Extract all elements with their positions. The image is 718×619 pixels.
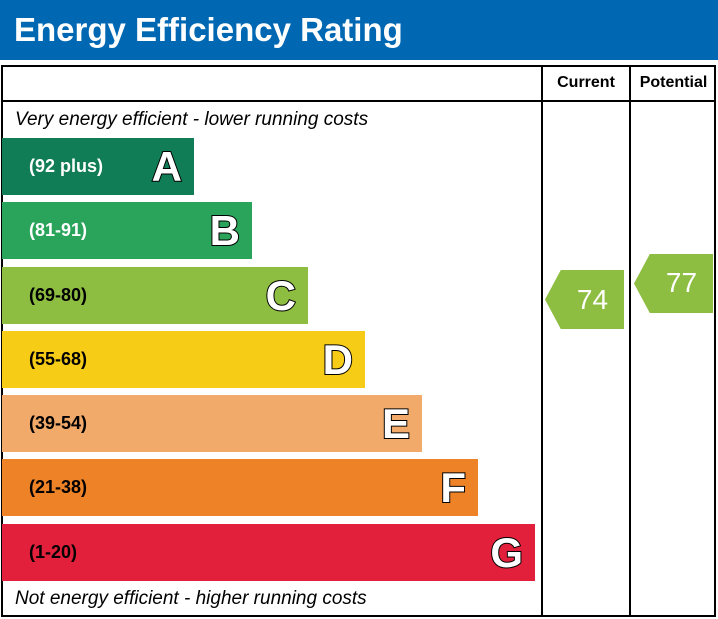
band-range: (69-80) bbox=[29, 285, 88, 305]
potential-rating-arrow: 77 bbox=[634, 254, 713, 313]
band-range: (39-54) bbox=[29, 413, 88, 433]
band-range: (21-38) bbox=[29, 477, 88, 497]
band-bar-g: (1-20) G bbox=[2, 524, 535, 581]
column-header-potential: Potential bbox=[639, 74, 708, 91]
band-range: (81-91) bbox=[29, 220, 88, 240]
band-letter: A bbox=[151, 142, 183, 191]
column-divider bbox=[629, 65, 631, 617]
band-bar-f: (21-38) F bbox=[2, 459, 478, 516]
band-bar-d: (55-68) D bbox=[2, 331, 365, 388]
bottom-note: Not energy efficient - higher running co… bbox=[15, 588, 367, 609]
band-bar-c: (69-80) C bbox=[2, 267, 308, 324]
header-divider bbox=[1, 100, 716, 102]
current-rating-arrow: 74 bbox=[545, 270, 624, 329]
band-letter: G bbox=[489, 528, 524, 577]
band-range: (1-20) bbox=[29, 542, 78, 562]
column-header-current: Current bbox=[557, 74, 615, 91]
chart-title: Energy Efficiency Rating bbox=[0, 0, 718, 60]
top-note: Very energy efficient - lower running co… bbox=[15, 109, 369, 130]
band-range: (55-68) bbox=[29, 349, 88, 369]
band-letter: D bbox=[322, 335, 354, 384]
column-divider bbox=[541, 65, 543, 617]
band-bar-e: (39-54) E bbox=[2, 395, 422, 452]
band-letter: E bbox=[381, 399, 411, 448]
band-letter: C bbox=[265, 271, 297, 320]
band-bar-a: (92 plus) A bbox=[2, 138, 194, 195]
band-letter: F bbox=[439, 463, 467, 512]
band-bar-b: (81-91) B bbox=[2, 202, 252, 259]
band-letter: B bbox=[209, 206, 241, 255]
potential-rating-value: 77 bbox=[665, 267, 698, 298]
current-rating-value: 74 bbox=[576, 284, 609, 315]
band-range: (92 plus) bbox=[29, 156, 104, 176]
